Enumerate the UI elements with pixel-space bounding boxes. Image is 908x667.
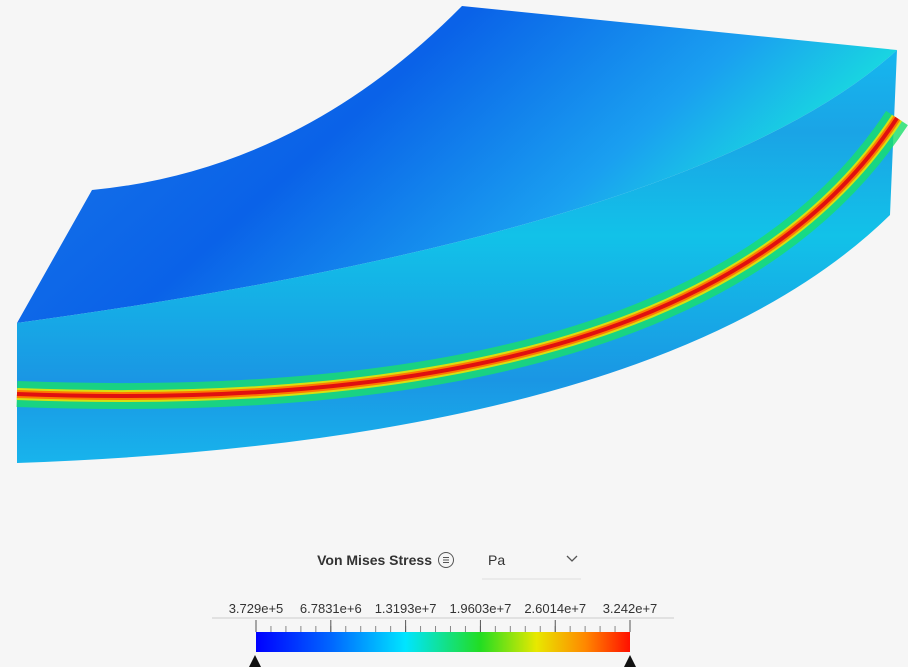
stress-band-core [16,116,899,398]
tick-label: 2.6014e+7 [524,601,586,616]
color-bar [256,632,630,652]
top-face [17,6,897,323]
side-face [17,50,897,463]
menu-icon[interactable] [438,552,454,568]
tick-label: 3.729e+5 [229,601,284,616]
model [16,6,908,463]
tick-label: 1.3193e+7 [375,601,437,616]
tick-label: 6.7831e+6 [300,601,362,616]
max-handle[interactable] [624,655,636,667]
min-handle[interactable] [249,655,261,667]
unit-label: Pa [488,552,505,568]
tick-label: 3.242e+7 [603,601,658,616]
legend-title: Von Mises Stress [317,552,432,568]
unit-select[interactable]: Pa [482,552,581,580]
tick-label: 1.9603e+7 [450,601,512,616]
